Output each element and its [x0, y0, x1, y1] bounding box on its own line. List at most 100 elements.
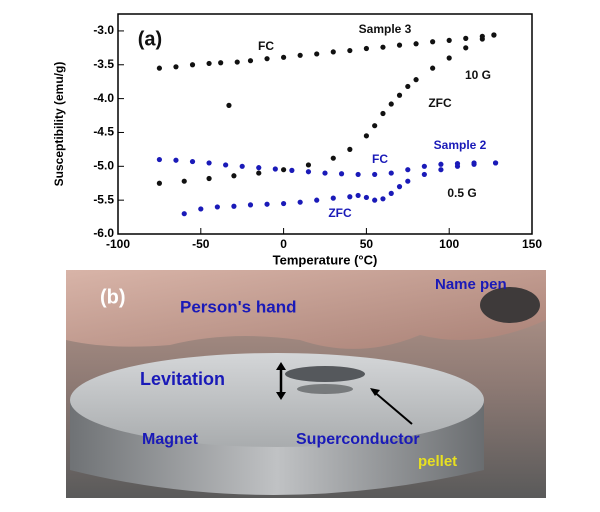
arrow-heads [276, 362, 286, 400]
data-point [396, 42, 403, 48]
data-point [372, 171, 378, 178]
data-point [413, 77, 419, 83]
data-point [305, 169, 312, 175]
data-point [206, 175, 212, 182]
data-point [247, 202, 254, 208]
photo-label: Name pen [435, 276, 507, 293]
data-point [446, 37, 452, 44]
data-point [363, 45, 369, 52]
y-axis-label: Susceptibility (emu/g) [52, 62, 66, 187]
data-point [297, 52, 303, 58]
pen [480, 287, 540, 323]
data-point [372, 197, 378, 203]
pellet-shadow [297, 384, 353, 394]
magnet-top [70, 353, 484, 447]
data-point [297, 199, 303, 205]
data-point [314, 51, 320, 57]
data-point [156, 180, 162, 186]
hand [66, 270, 546, 349]
data-point [330, 49, 336, 55]
data-point [463, 45, 469, 51]
data-point [363, 194, 369, 201]
data-point [281, 54, 287, 60]
x-tick-label: 0 [280, 237, 287, 251]
data-point [234, 59, 240, 65]
annotation: ZFC [428, 96, 452, 110]
y-tick-label: -3.5 [93, 57, 114, 71]
annotation: FC [372, 152, 388, 166]
data-point [438, 161, 444, 167]
x-tick-label: -100 [106, 237, 130, 251]
annotation: ZFC [328, 206, 352, 220]
data-point [479, 36, 485, 42]
data-point [198, 206, 204, 212]
data-point [239, 163, 245, 169]
data-point [181, 178, 187, 184]
data-point [413, 41, 419, 47]
data-point [491, 32, 497, 38]
x-tick-label: 50 [360, 237, 374, 251]
annotation: FC [258, 39, 274, 53]
data-point [471, 161, 477, 167]
data-point [264, 201, 270, 207]
photo-label: Levitation [140, 369, 225, 389]
data-point [206, 160, 212, 166]
x-axis-label: Temperature (°C) [273, 252, 378, 267]
y-tick-label: -6.0 [93, 226, 114, 240]
data-point [396, 184, 403, 190]
data-point [355, 171, 361, 178]
data-point [492, 160, 499, 166]
x-tick-label: 100 [439, 237, 459, 251]
data-point [388, 170, 394, 176]
data-point [281, 200, 287, 207]
annotation: (a) [138, 28, 162, 50]
data-point [330, 155, 336, 161]
data-point [421, 163, 427, 169]
data-point [388, 190, 394, 196]
data-point [463, 35, 469, 41]
data-point [247, 58, 254, 64]
data-point [355, 192, 361, 199]
data-point [347, 146, 353, 152]
annotation: 10 G [465, 68, 491, 82]
data-point [380, 44, 386, 50]
data-point [206, 60, 212, 67]
pellet [285, 366, 365, 382]
data-point [189, 62, 196, 68]
data-point [289, 167, 295, 173]
data-point [405, 83, 411, 90]
y-tick-label: -4.0 [93, 91, 114, 105]
data-point [214, 204, 220, 210]
data-point [380, 196, 386, 202]
data-point [330, 195, 336, 201]
data-point [181, 211, 187, 217]
photo-label: Magnet [142, 431, 199, 448]
data-point [430, 39, 436, 45]
data-point [363, 133, 369, 139]
x-tick-label: -50 [192, 237, 210, 251]
pointer-head [370, 388, 380, 396]
annotation: Sample 2 [434, 138, 487, 152]
x-tick-label: 150 [522, 237, 542, 251]
data-point [347, 194, 353, 200]
data-point [347, 47, 353, 54]
plot-frame [117, 13, 533, 235]
annotation: Sample 3 [359, 22, 412, 36]
data-point [231, 203, 237, 209]
y-tick-label: -5.0 [93, 158, 114, 172]
data-point [226, 102, 232, 108]
data-point [223, 162, 229, 168]
y-tick-label: -5.5 [93, 192, 114, 206]
data-point [405, 167, 411, 173]
photo-label: Superconductor [296, 431, 420, 448]
data-point [256, 170, 262, 176]
annotation: 0.5 G [447, 186, 476, 200]
data-point [156, 156, 162, 163]
data-point [405, 178, 411, 184]
data-point [322, 170, 328, 176]
data-point [314, 197, 320, 203]
data-point [421, 171, 427, 178]
data-point [272, 166, 278, 172]
data-point [446, 55, 452, 61]
